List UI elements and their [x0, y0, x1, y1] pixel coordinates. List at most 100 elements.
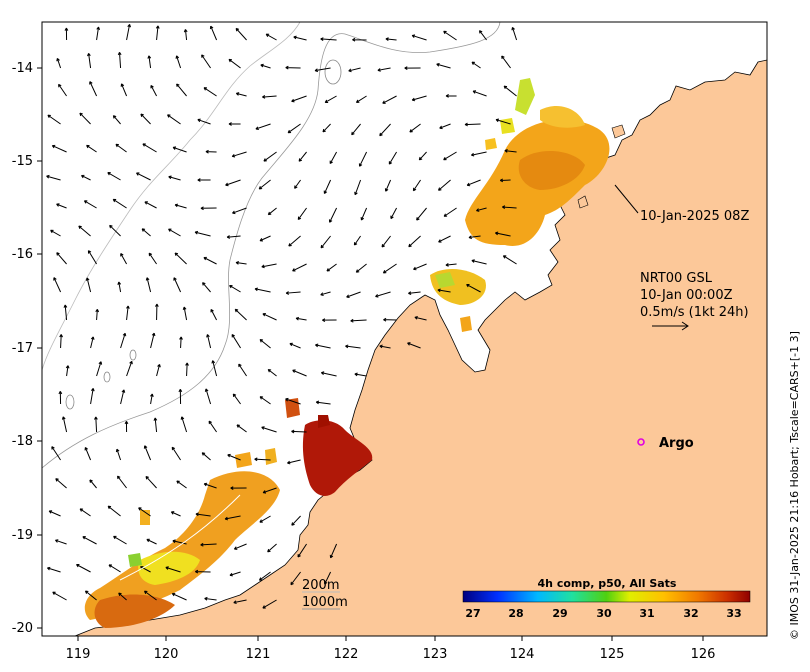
colorbar-tick: 28	[508, 607, 523, 620]
current-vector	[65, 365, 70, 377]
current-vector	[82, 536, 97, 545]
isobath-200m	[42, 22, 301, 371]
current-vector	[90, 388, 95, 405]
current-vector	[383, 317, 397, 322]
current-vector	[295, 316, 307, 321]
current-vector	[183, 29, 188, 41]
current-vector	[297, 543, 307, 558]
current-vector	[294, 179, 301, 189]
current-vector	[464, 122, 481, 127]
current-vector	[117, 51, 122, 69]
current-vector	[254, 457, 271, 462]
current-vector	[51, 144, 67, 153]
current-vector	[287, 459, 301, 465]
current-vector	[320, 291, 331, 296]
current-vector	[352, 37, 367, 42]
current-vector	[443, 30, 457, 41]
current-vector	[203, 482, 217, 489]
current-vector	[173, 277, 182, 293]
current-vector	[235, 27, 247, 41]
current-vector	[499, 178, 511, 183]
current-vector	[408, 235, 421, 248]
current-vector	[124, 420, 129, 433]
colorbar-tick: 27	[465, 607, 480, 620]
current-vector	[176, 83, 187, 97]
current-vector	[382, 95, 397, 104]
current-vector	[168, 228, 181, 237]
current-vector	[142, 143, 157, 153]
current-vector	[360, 207, 368, 221]
current-vector	[379, 123, 391, 137]
current-vector	[90, 336, 95, 349]
current-vector	[81, 174, 91, 181]
current-vector	[322, 123, 331, 133]
current-info-line1: NRT00 GSL	[640, 271, 713, 286]
current-vector	[51, 446, 61, 461]
current-vector	[194, 230, 211, 237]
current-vector	[141, 228, 151, 237]
current-vector	[120, 253, 128, 265]
current-vector	[320, 37, 337, 41]
current-vector	[46, 174, 61, 181]
current-vector	[238, 363, 247, 377]
pass-time-label: 10-Jan-2025 08Z	[640, 209, 749, 224]
current-vector	[291, 515, 301, 526]
current-vector	[120, 83, 128, 97]
current-vector	[194, 569, 211, 574]
current-vector	[143, 590, 157, 601]
current-vector	[262, 312, 277, 321]
current-vector	[322, 318, 337, 322]
current-vector	[156, 363, 161, 377]
current-vector	[320, 235, 331, 249]
current-vector	[56, 203, 67, 209]
current-vector	[197, 178, 211, 182]
current-vector	[178, 388, 183, 405]
lat-tick-label: -16	[12, 247, 33, 262]
current-vector	[345, 344, 361, 349]
current-vector	[145, 277, 152, 293]
current-vector	[291, 429, 307, 434]
current-vector	[259, 338, 271, 349]
current-vector	[172, 539, 187, 545]
current-vector	[205, 149, 217, 154]
current-vector	[138, 507, 151, 517]
current-vector	[502, 255, 517, 265]
current-vector	[285, 397, 301, 405]
current-vector	[155, 303, 159, 321]
current-vector	[379, 344, 391, 349]
current-vector	[437, 288, 451, 293]
colorbar	[462, 590, 751, 603]
current-vector	[411, 95, 427, 102]
current-vector	[208, 420, 217, 433]
current-vector	[113, 535, 127, 545]
satellite-track	[119, 494, 241, 581]
current-vector	[267, 368, 277, 377]
current-vector	[225, 179, 241, 187]
current-vector	[195, 512, 211, 517]
current-vector	[203, 256, 217, 265]
lon-tick-label: 122	[334, 647, 359, 662]
current-vector	[315, 343, 331, 349]
current-vector	[61, 416, 68, 433]
current-vector	[261, 426, 277, 433]
colorbar-tick: 32	[683, 607, 698, 620]
current-vector	[324, 95, 337, 103]
current-vector	[168, 175, 181, 181]
lat-tick-label: -18	[12, 434, 33, 449]
current-vector	[285, 291, 301, 295]
current-vector	[115, 448, 122, 461]
current-vector	[120, 389, 126, 405]
current-vector	[112, 198, 127, 209]
current-vector	[89, 479, 97, 489]
current-vector	[233, 599, 247, 605]
current-vector	[147, 55, 152, 69]
current-vector	[231, 333, 241, 349]
current-vector	[255, 123, 271, 131]
lat-tick-label: -14	[12, 61, 33, 76]
current-vector	[204, 388, 212, 405]
lat-tick-label: -17	[12, 341, 33, 356]
current-vector	[232, 393, 241, 405]
current-vector	[287, 123, 301, 134]
current-vector	[63, 304, 68, 321]
lon-ticks	[77, 636, 704, 641]
